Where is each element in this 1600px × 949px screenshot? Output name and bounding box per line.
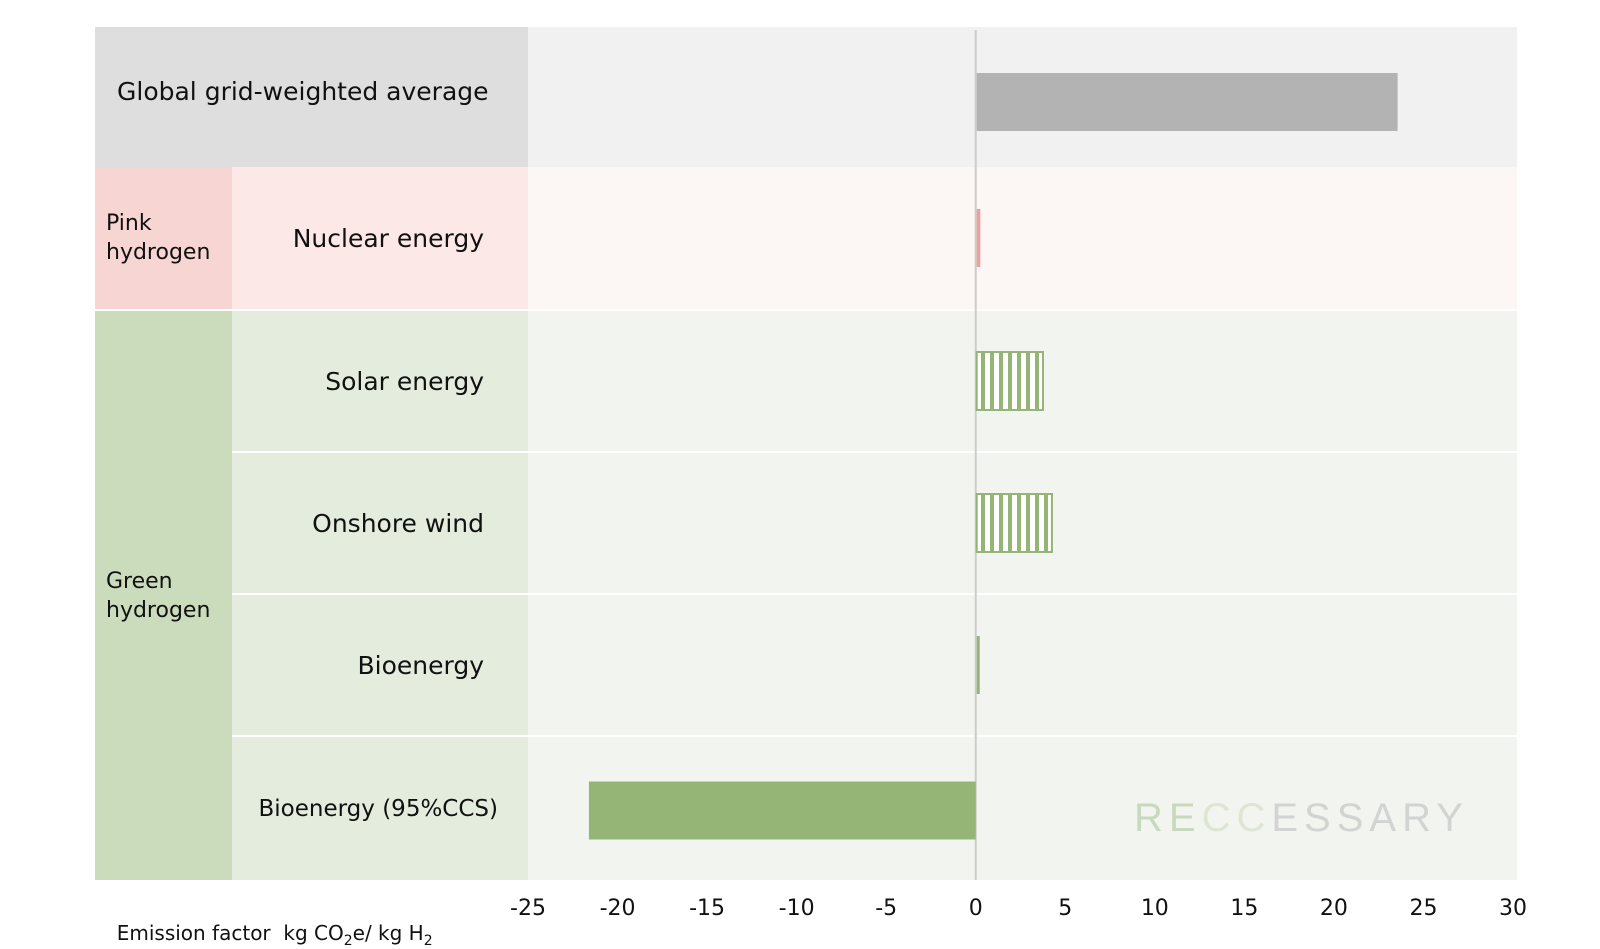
x-tick-label-0: -25	[510, 896, 546, 921]
row-plot-bg-2	[528, 311, 1517, 451]
row-plot-bg-4	[528, 595, 1517, 735]
x-tick-label-7: 10	[1141, 896, 1169, 921]
x-axis-label-mid: e/ kg H	[352, 921, 424, 945]
x-tick-label-2: -15	[689, 896, 725, 921]
x-axis-label-sub1: 2	[343, 933, 353, 949]
x-tick-label-3: -10	[779, 896, 815, 921]
x-tick-label-4: -5	[875, 896, 897, 921]
group-pink-hydrogen: Pink hydrogen	[95, 167, 232, 309]
watermark-part-3: CC	[1201, 796, 1272, 840]
bar-5	[588, 781, 976, 840]
row-label-2: Solar energy	[232, 311, 528, 451]
watermark-part-4: ESSARY	[1271, 796, 1469, 840]
bar-0	[976, 73, 1398, 131]
row-label-3: Onshore wind	[232, 453, 528, 593]
x-tick-label-5: 0	[969, 896, 983, 921]
watermark-logo: RECCESSARY	[1134, 796, 1469, 841]
watermark-part-1: R	[1134, 796, 1169, 840]
row-label-4: Bioenergy	[232, 595, 528, 735]
x-tick-label-11: 30	[1499, 896, 1527, 921]
group-green-hydrogen: Green hydrogen	[95, 311, 232, 880]
bar-4	[976, 636, 980, 694]
bar-3	[975, 493, 1053, 553]
x-axis-label-prefix: Emission factor kg CO	[116, 921, 344, 945]
x-axis-label: Emission factor kg CO2e/ kg H2	[104, 897, 433, 949]
row-label-1: Nuclear energy	[232, 167, 528, 309]
row-label-5: Bioenergy (95%CCS)	[232, 737, 528, 880]
x-tick-label-1: -20	[600, 896, 636, 921]
row-label-0: Global grid-weighted average	[95, 27, 528, 167]
x-tick-label-10: 25	[1409, 896, 1437, 921]
watermark-part-2: E	[1168, 796, 1202, 840]
x-tick-label-8: 15	[1230, 896, 1258, 921]
x-axis-label-sub2: 2	[423, 933, 433, 949]
bar-1	[976, 209, 981, 267]
bar-2	[975, 351, 1044, 411]
row-plot-bg-0	[528, 27, 1517, 167]
row-plot-bg-1	[528, 167, 1517, 309]
x-tick-label-9: 20	[1320, 896, 1348, 921]
x-tick-label-6: 5	[1058, 896, 1072, 921]
row-plot-bg-3	[528, 453, 1517, 593]
